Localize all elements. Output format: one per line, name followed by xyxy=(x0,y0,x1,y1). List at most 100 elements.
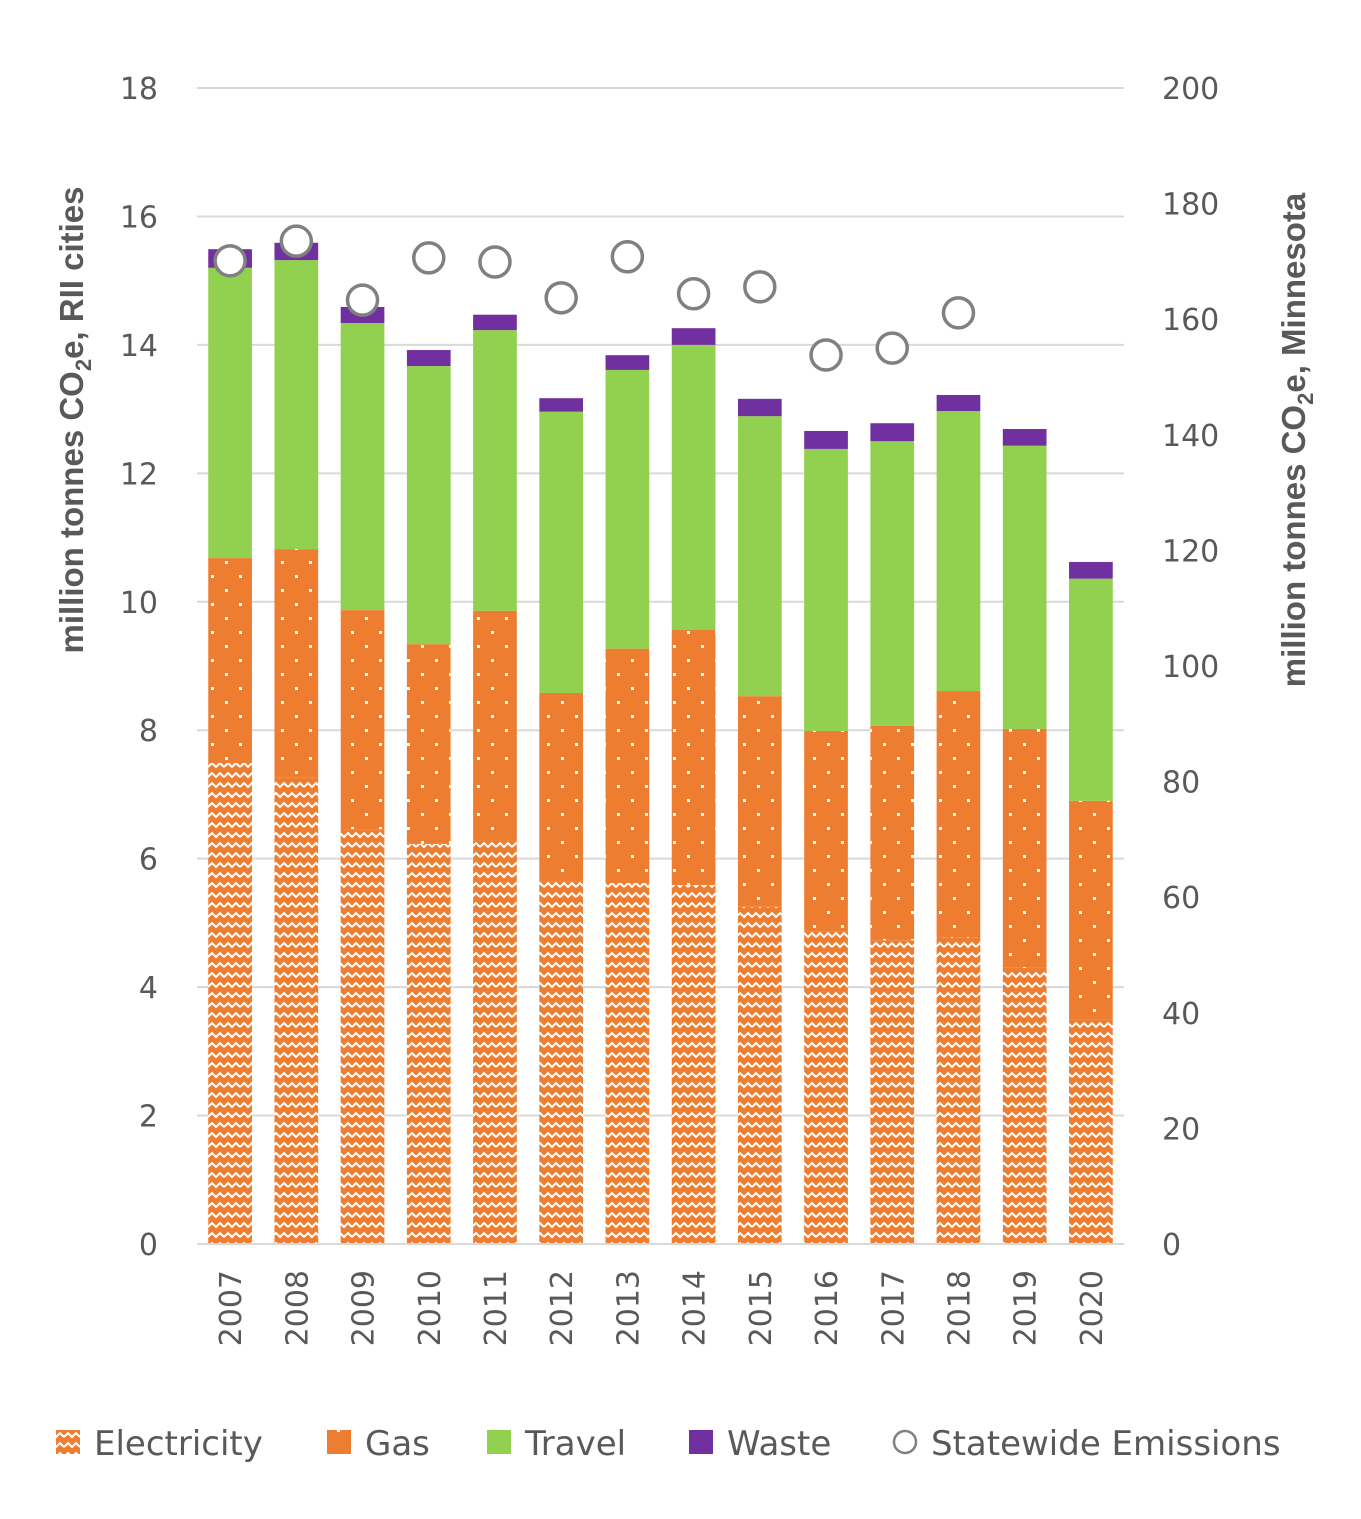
bar-electricity-2008 xyxy=(274,777,319,1244)
bar-waste-2015 xyxy=(737,398,782,417)
right-tick-label: 140 xyxy=(1162,419,1219,454)
left-axis-ticks: 0 2 4 6 8 10 12 14 16 18 xyxy=(120,72,158,1263)
x-tick-label: 2015 xyxy=(744,1270,779,1346)
right-tick-label: 0 xyxy=(1162,1228,1181,1263)
bar-gas-2009 xyxy=(340,610,385,830)
right-axis-title: million tonnes CO2e, Minnesota xyxy=(1275,192,1318,687)
bar-gas-2015 xyxy=(737,696,782,907)
bar-waste-2016 xyxy=(804,430,848,449)
x-tick-label: 2020 xyxy=(1075,1270,1110,1346)
x-tick-label: 2010 xyxy=(413,1270,448,1346)
legend-label-travel: Travel xyxy=(524,1424,626,1464)
left-tick-label: 18 xyxy=(120,72,158,107)
legend-label-electricity: Electricity xyxy=(94,1424,263,1464)
x-tick-label: 2009 xyxy=(347,1270,382,1346)
legend-marker-statewide xyxy=(892,1429,918,1455)
bar-electricity-2016 xyxy=(804,931,848,1244)
x-tick-label: 2008 xyxy=(280,1270,315,1346)
left-tick-label: 8 xyxy=(139,714,158,749)
left-tick-label: 10 xyxy=(120,586,158,621)
x-tick-label: 2012 xyxy=(545,1270,580,1346)
legend-label-waste: Waste xyxy=(727,1424,831,1464)
x-axis-ticks: 2007 2008 2009 2010 2011 2012 2013 2014 2015 2016… xyxy=(214,1270,1110,1346)
right-tick-label: 40 xyxy=(1162,997,1200,1032)
right-tick-label: 160 xyxy=(1162,303,1219,338)
bar-waste-2020 xyxy=(1069,561,1113,579)
left-tick-label: 0 xyxy=(139,1228,158,1263)
bar-electricity-2011 xyxy=(473,840,517,1244)
x-tick-label: 2013 xyxy=(611,1270,646,1346)
bar-waste-2017 xyxy=(870,423,915,442)
bar-electricity-2020 xyxy=(1069,1019,1113,1244)
bar-gas-2012 xyxy=(539,692,584,882)
bar-waste-2012 xyxy=(539,398,584,412)
left-tick-label: 14 xyxy=(120,329,158,364)
bar-gas-2013 xyxy=(605,648,650,884)
bar-gas-2017 xyxy=(870,725,915,941)
left-tick-label: 6 xyxy=(139,843,158,878)
bar-gas-2014 xyxy=(671,630,716,885)
bar-electricity-2012 xyxy=(539,881,584,1244)
bar-gas-2011 xyxy=(473,610,517,841)
x-tick-label: 2016 xyxy=(810,1270,845,1346)
bar-travel-2011 xyxy=(473,330,517,611)
point-statewide-2017 xyxy=(875,331,909,365)
bar-electricity-2009 xyxy=(340,829,385,1244)
x-tick-label: 2019 xyxy=(1009,1270,1044,1346)
right-tick-label: 80 xyxy=(1162,766,1200,801)
point-statewide-2007 xyxy=(213,244,247,278)
bar-travel-2017 xyxy=(870,441,915,726)
right-tick-label: 60 xyxy=(1162,881,1200,916)
bar-travel-2018 xyxy=(936,411,981,692)
gridlines xyxy=(197,87,1124,1245)
x-tick-label: 2018 xyxy=(942,1270,977,1346)
bar-electricity-2017 xyxy=(870,940,915,1244)
bar-travel-2016 xyxy=(804,448,848,731)
legend-label-gas: Gas xyxy=(365,1424,430,1464)
bars xyxy=(197,242,1124,1245)
point-statewide-2009 xyxy=(345,283,380,317)
left-tick-label: 12 xyxy=(120,457,158,492)
bar-electricity-2018 xyxy=(936,937,981,1244)
bar-travel-2013 xyxy=(605,369,650,649)
point-statewide-2015 xyxy=(743,270,777,304)
bar-electricity-2014 xyxy=(671,884,716,1244)
point-statewide-2014 xyxy=(676,277,711,311)
bar-gas-2010 xyxy=(406,644,451,844)
bar-travel-2015 xyxy=(737,416,782,697)
bar-travel-2020 xyxy=(1069,578,1113,801)
bar-travel-2008 xyxy=(274,260,319,550)
bar-electricity-2010 xyxy=(406,843,451,1244)
bar-travel-2010 xyxy=(406,366,451,645)
bar-travel-2019 xyxy=(1002,445,1047,729)
left-tick-label: 16 xyxy=(120,200,158,235)
bar-travel-2009 xyxy=(340,323,385,611)
bar-gas-2018 xyxy=(936,691,981,938)
bar-waste-2014 xyxy=(671,328,716,345)
bar-electricity-2007 xyxy=(208,762,252,1244)
bar-gas-2007 xyxy=(208,558,252,763)
legend: Electricity Gas Travel Waste Statewide Emiss… xyxy=(56,1424,1281,1464)
bar-waste-2018 xyxy=(936,394,981,412)
bar-waste-2011 xyxy=(473,314,517,331)
bar-travel-2014 xyxy=(671,344,716,631)
right-tick-label: 20 xyxy=(1162,1112,1200,1147)
bar-waste-2019 xyxy=(1002,429,1047,446)
right-axis-ticks: 0 20 40 60 80 100 120 140 160 180 200 xyxy=(1162,72,1219,1263)
point-statewide-2010 xyxy=(412,241,446,275)
right-tick-label: 180 xyxy=(1162,188,1219,223)
point-statewide-2008 xyxy=(279,224,314,258)
point-statewide-2016 xyxy=(809,338,843,372)
bar-electricity-2013 xyxy=(605,883,650,1244)
bar-electricity-2015 xyxy=(737,906,782,1244)
legend-swatch-electricity xyxy=(56,1430,80,1454)
x-tick-label: 2011 xyxy=(479,1270,514,1346)
legend-swatch-waste xyxy=(689,1430,713,1454)
right-tick-label: 100 xyxy=(1162,650,1219,685)
legend-label-statewide-emissions: Statewide Emissions xyxy=(931,1424,1281,1464)
point-statewide-2012 xyxy=(544,281,578,315)
right-tick-label: 200 xyxy=(1162,72,1219,107)
legend-swatch-gas xyxy=(327,1430,351,1454)
left-tick-label: 4 xyxy=(139,971,158,1006)
bar-waste-2013 xyxy=(605,355,650,370)
